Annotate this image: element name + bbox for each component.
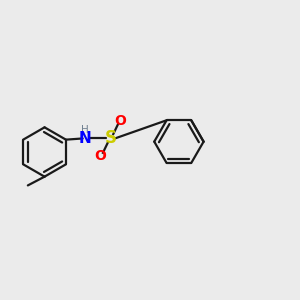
Text: S: S <box>104 130 116 148</box>
Text: O: O <box>94 149 106 163</box>
Text: O: O <box>115 114 126 128</box>
Text: N: N <box>79 131 92 146</box>
Text: H: H <box>81 125 89 135</box>
